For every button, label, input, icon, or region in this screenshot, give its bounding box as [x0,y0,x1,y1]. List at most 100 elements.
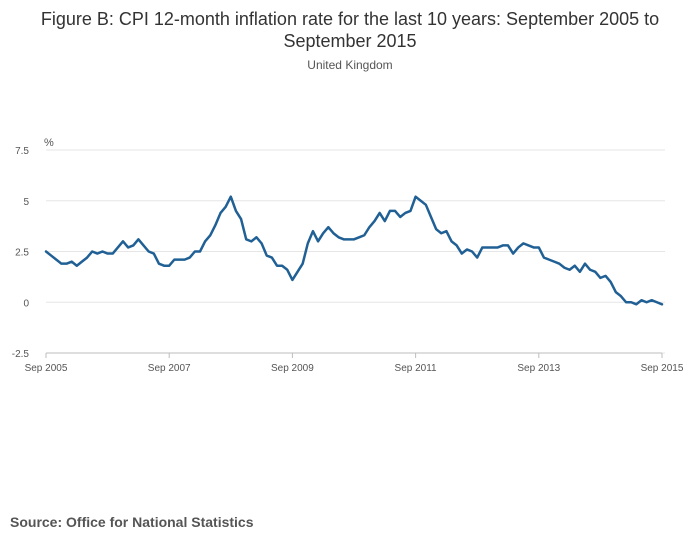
y-tick-label: 7.5 [15,146,29,157]
data-point [312,230,314,232]
data-point [65,262,67,264]
data-point [486,246,488,248]
data-point [450,240,452,242]
data-point [45,250,47,252]
chart-subtitle: United Kingdom [307,58,393,72]
data-point [230,195,232,197]
data-point [127,246,129,248]
data-point [568,269,570,271]
data-point [363,234,365,236]
data-point [651,299,653,301]
x-tick-label: Sep 2007 [148,363,191,374]
data-point [271,256,273,258]
data-point [153,252,155,254]
data-point [106,252,108,254]
data-point [255,236,257,238]
data-point [240,218,242,220]
data-point [194,250,196,252]
data-point [286,269,288,271]
data-point [384,220,386,222]
data-point [168,265,170,267]
x-tick-label: Sep 2015 [641,363,684,374]
y-tick-label: -2.5 [12,349,30,360]
data-point [337,236,339,238]
data-point [219,212,221,214]
data-point [343,238,345,240]
x-tick-label: Sep 2005 [25,363,68,374]
data-point [281,265,283,267]
data-point [199,250,201,252]
data-point [604,275,606,277]
data-point [425,204,427,206]
data-point [189,256,191,258]
y-axis-unit-label: % [44,137,54,149]
data-point [404,212,406,214]
data-point [440,232,442,234]
axes: 7.5 5 2.5 0 -2.5 Sep 2005 Sep 2007 Sep 2009 Sep … [12,146,684,374]
data-point [86,256,88,258]
data-point [640,299,642,301]
data-point [117,246,119,248]
data-point [76,265,78,267]
data-point [399,216,401,218]
data-point [296,271,298,273]
data-point [394,210,396,212]
data-point [378,212,380,214]
data-point [543,256,545,258]
data-point [81,260,83,262]
data-point [204,240,206,242]
data-point [101,250,103,252]
data-point [420,200,422,202]
data-point [142,244,144,246]
data-point [430,216,432,218]
data-point [553,260,555,262]
data-point [163,265,165,267]
data-point [173,258,175,260]
data-point [235,210,237,212]
data-point [260,242,262,244]
data-point [368,226,370,228]
data-point [512,252,514,254]
data-point [548,258,550,260]
data-point [656,301,658,303]
data-point [209,234,211,236]
data-point [122,240,124,242]
data-point [214,224,216,226]
data-point [620,295,622,297]
data-point [178,258,180,260]
data-point [112,252,114,254]
source-note: Source: Office for National Statistics [10,514,254,530]
data-point [414,195,416,197]
data-point [538,246,540,248]
data-point [599,277,601,279]
data-point [563,267,565,269]
data-point [574,265,576,267]
data-point [645,301,647,303]
data-point [609,281,611,283]
data-point [91,250,93,252]
y-tick-label: 2.5 [15,248,29,259]
data-point [60,262,62,264]
data-point [50,254,52,256]
data-point [307,242,309,244]
data-point [461,252,463,254]
gridlines [46,149,665,354]
data-point [435,228,437,230]
data-point [635,303,637,305]
data-point [183,258,185,260]
data-point [301,262,303,264]
chart-title: Figure B: CPI 12-month inflation rate fo… [40,9,660,51]
data-point [245,238,247,240]
data-point [291,279,293,281]
data-point [55,258,57,260]
data-point [661,303,663,305]
data-point [250,240,252,242]
data-point [579,271,581,273]
data-point [615,291,617,293]
data-point [594,271,596,273]
series-line-cpi [44,195,664,306]
data-point [373,220,375,222]
data-point [348,238,350,240]
data-point [389,210,391,212]
